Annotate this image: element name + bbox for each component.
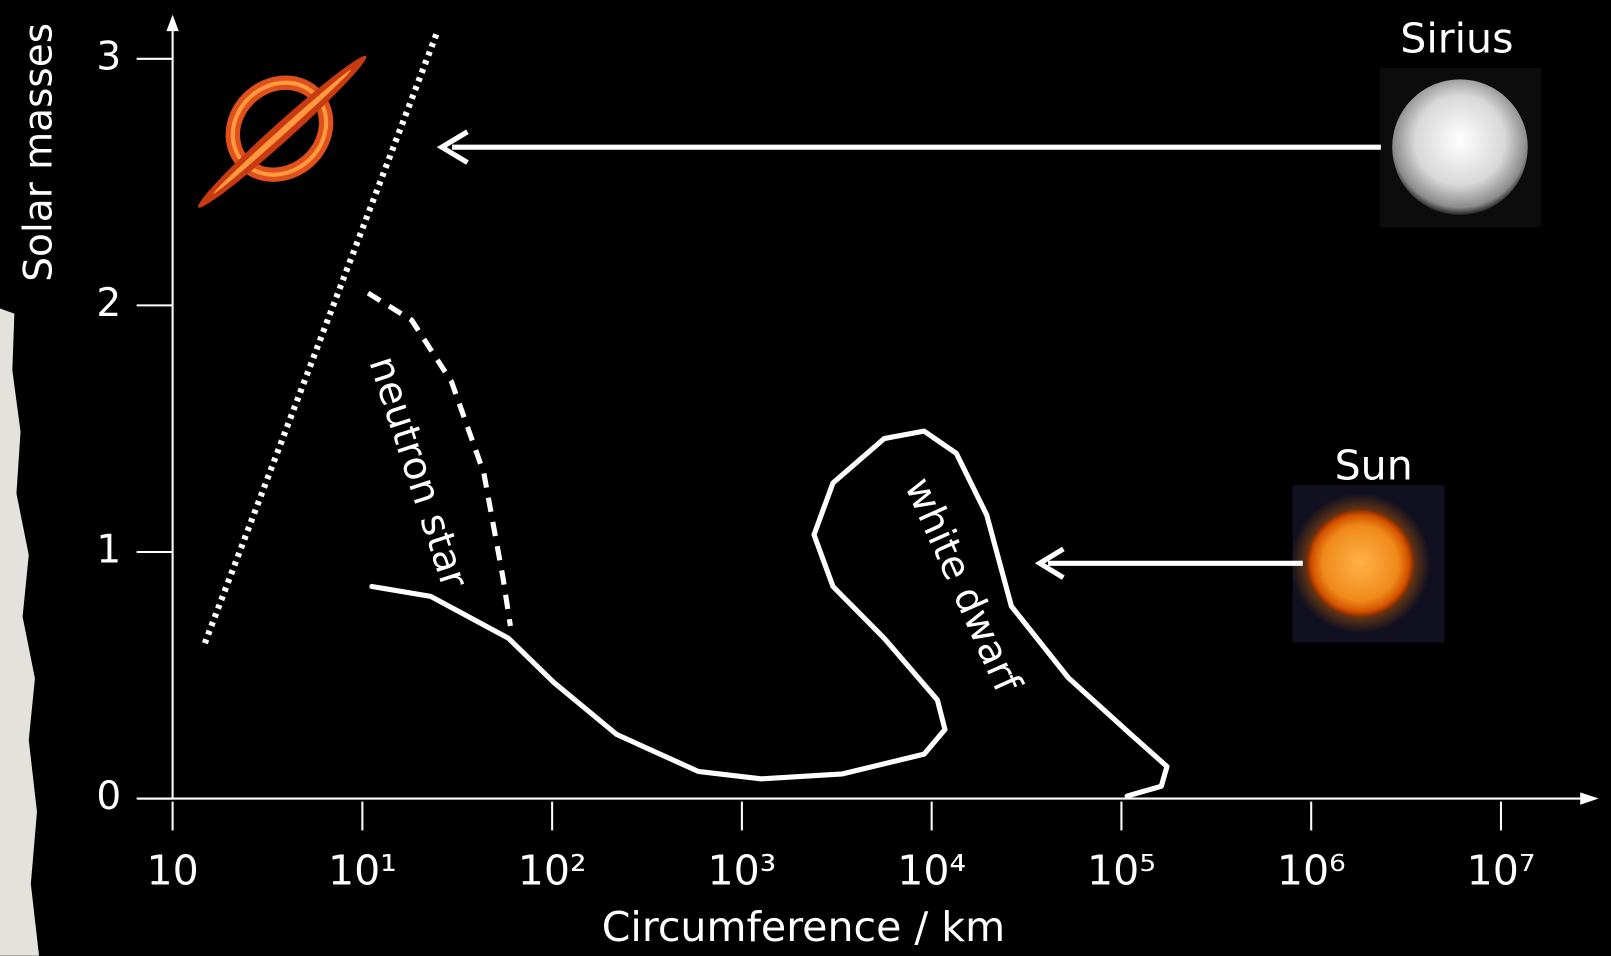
x-tick-label: 10⁷ — [1467, 847, 1536, 895]
x-tick-label: 10⁵ — [1087, 847, 1156, 895]
x-axis-label: Circumference / km — [602, 903, 1005, 951]
x-tick-label: 10³ — [708, 847, 777, 895]
page: Solar masses Circumference / km 0 1 2 3 10 10… — [0, 0, 1611, 956]
sun-image — [1307, 510, 1414, 617]
x-tick-label: 10⁴ — [897, 847, 966, 895]
sirius-image — [1392, 79, 1528, 215]
x-tick-label: 10 — [146, 847, 198, 895]
y-tick-label: 0 — [96, 774, 121, 819]
annotation: Sirius — [1400, 14, 1513, 62]
chart: Solar masses Circumference / km 0 1 2 3 10 10… — [0, 0, 1611, 956]
y-tick-label: 3 — [96, 34, 121, 79]
x-tick-label: 10¹ — [328, 847, 397, 895]
x-tick-label: 10⁶ — [1277, 847, 1346, 895]
x-tick-label: 10² — [518, 847, 587, 895]
y-axis-label: Solar masses — [17, 23, 62, 282]
y-tick-label: 1 — [96, 527, 121, 572]
y-tick-label: 2 — [96, 281, 121, 326]
annotation: Sun — [1335, 442, 1413, 490]
